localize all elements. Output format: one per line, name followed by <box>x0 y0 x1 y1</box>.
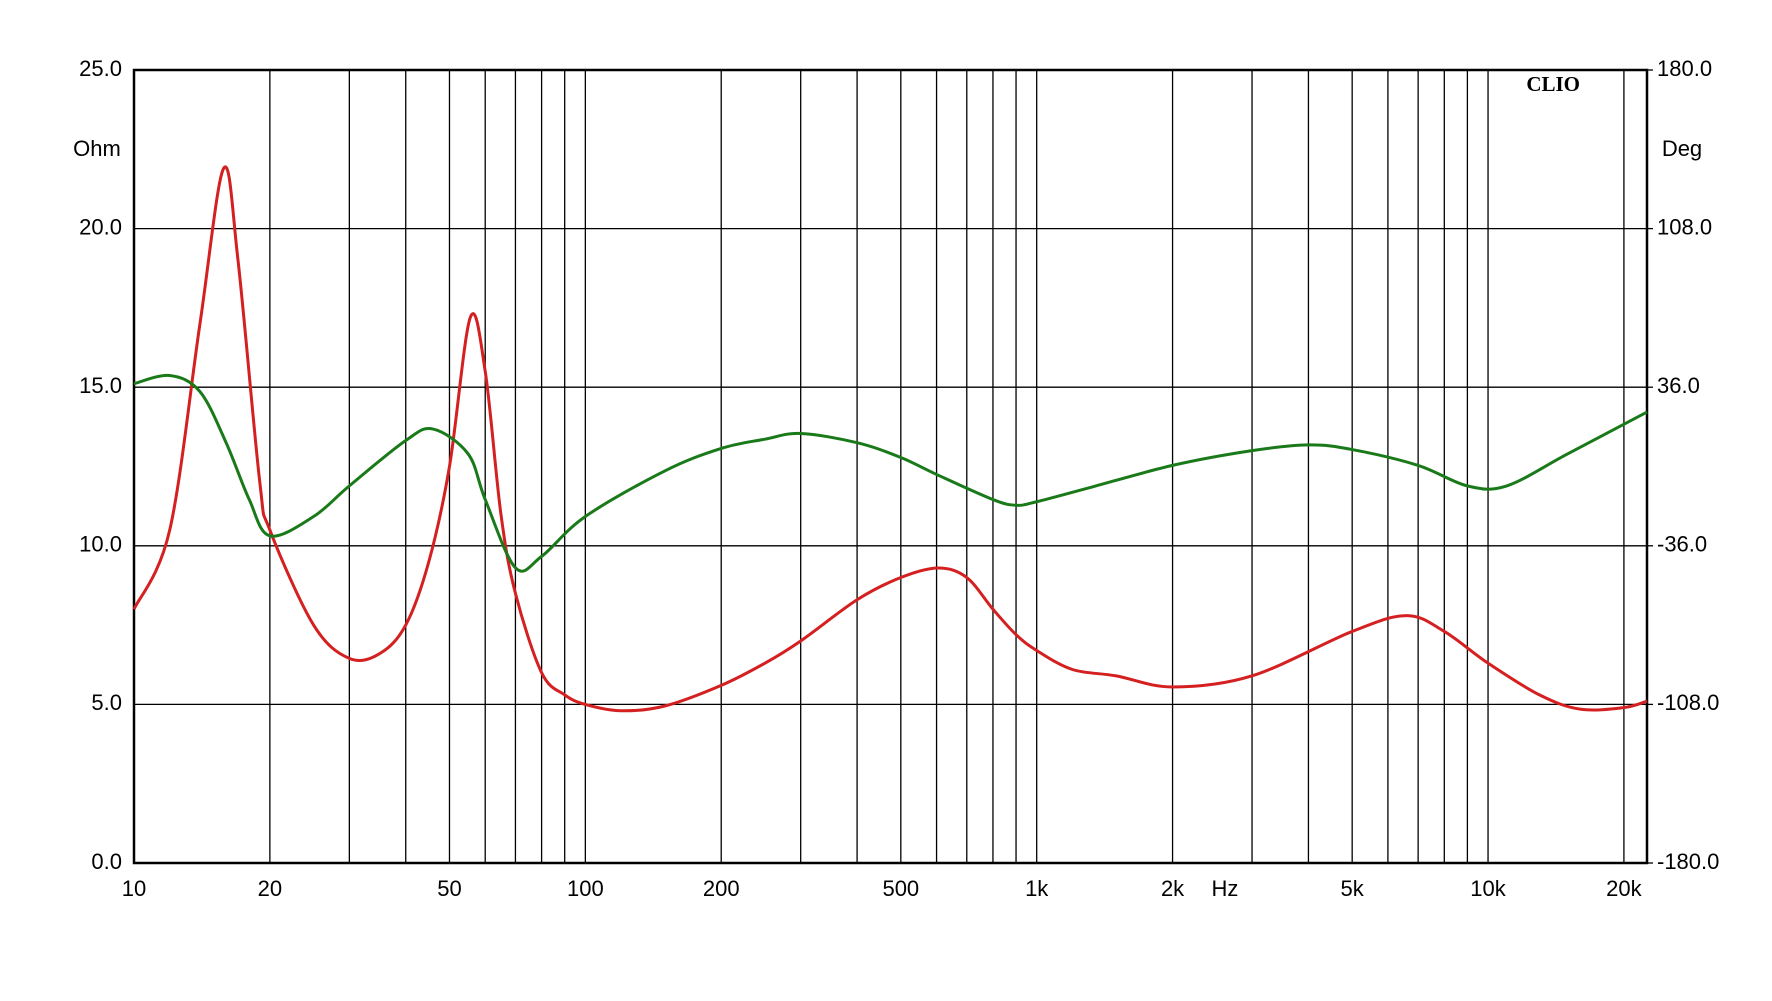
y-tick-label: 20.0 <box>79 214 122 239</box>
y2-tick-label: -180.0 <box>1657 849 1719 874</box>
y2-tick-label: 180.0 <box>1657 56 1712 81</box>
x-tick-label: 10 <box>122 876 146 901</box>
x-tick-label: 100 <box>567 876 604 901</box>
y2-tick-label: -36.0 <box>1657 532 1707 557</box>
y-axis-label: Ohm <box>73 136 121 161</box>
x-tick-label: 1k <box>1025 876 1049 901</box>
x-tick-label: 5k <box>1341 876 1365 901</box>
y2-axis-label: Deg <box>1662 136 1702 161</box>
x-tick-label: 20k <box>1606 876 1642 901</box>
series-line <box>132 165 1648 713</box>
series-line <box>133 373 1648 573</box>
y2-tick-label: -108.0 <box>1657 690 1719 715</box>
y-tick-label: 5.0 <box>91 690 122 715</box>
x-tick-label: 50 <box>437 876 461 901</box>
y-tick-label: 15.0 <box>79 373 122 398</box>
y-tick-label: 0.0 <box>91 849 122 874</box>
x-axis-label: Hz <box>1212 876 1239 901</box>
y-tick-label: 25.0 <box>79 56 122 81</box>
x-tick-label: 20 <box>258 876 282 901</box>
x-tick-label: 2k <box>1161 876 1185 901</box>
plot-frame <box>132 68 1649 865</box>
y2-tick-label: 108.0 <box>1657 214 1712 239</box>
y-tick-label: 10.0 <box>79 532 122 557</box>
x-tick-label: 200 <box>703 876 740 901</box>
brand: CLIO <box>1526 72 1580 96</box>
x-tick-label: 500 <box>882 876 919 901</box>
y2-tick-label: 36.0 <box>1657 373 1700 398</box>
x-tick-label: 10k <box>1470 876 1506 901</box>
